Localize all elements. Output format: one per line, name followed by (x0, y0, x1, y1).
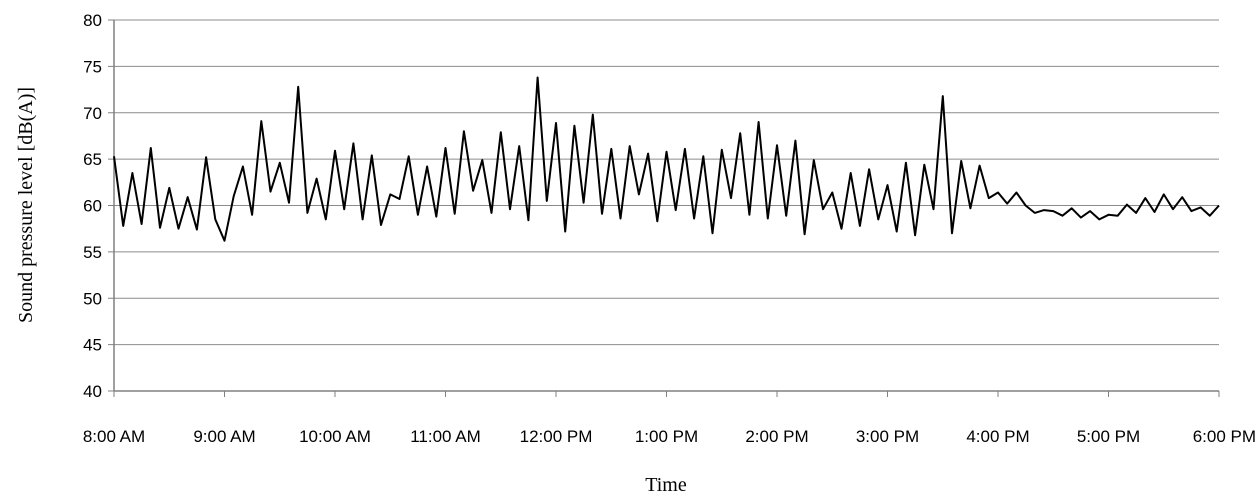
x-axis-title: Time (645, 474, 687, 496)
y-tick-label: 45 (83, 336, 102, 355)
x-tick-label: 11:00 AM (410, 427, 481, 446)
x-tick-label: 1:00 PM (635, 427, 698, 446)
x-tick-label: 9:00 AM (193, 427, 255, 446)
y-tick-label: 65 (83, 150, 102, 169)
x-tick-label: 4:00 PM (966, 427, 1029, 446)
y-tick-label: 80 (83, 11, 102, 30)
x-tick-label: 10:00 AM (299, 427, 371, 446)
x-tick-label: 8:00 AM (83, 427, 145, 446)
y-tick-label: 40 (83, 382, 102, 401)
y-tick-label: 60 (83, 197, 102, 216)
y-tick-label: 50 (83, 289, 102, 308)
x-tick-labels: 8:00 AM 9:00 AM 10:00 AM 11:00 AM 12:00 PM 1:… (83, 427, 1256, 446)
y-tick-labels: 40 45 50 55 60 65 70 75 80 (83, 11, 102, 401)
gridlines (108, 19, 1220, 397)
x-tick-label: 3:00 PM (856, 427, 919, 446)
y-tick-label: 55 (83, 243, 102, 262)
y-tick-label: 75 (83, 57, 102, 76)
y-tick-label: 70 (83, 104, 102, 123)
x-tick-label: 6:00 PM (1193, 427, 1256, 446)
y-axis-title: Sound pressure level [dB(A)] (15, 87, 37, 323)
x-tick-label: 12:00 PM (520, 427, 593, 446)
x-tick-label: 5:00 PM (1077, 427, 1140, 446)
axes (113, 20, 1219, 392)
x-tick-label: 2:00 PM (745, 427, 808, 446)
series-line (113, 76, 1220, 242)
